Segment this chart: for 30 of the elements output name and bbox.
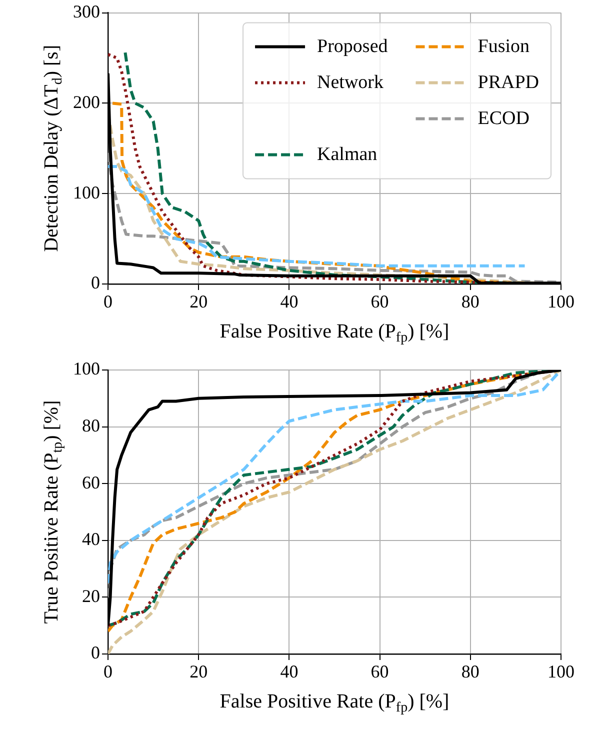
- y-axis-title: True Positive Rate (Ptp) [%]: [40, 400, 66, 624]
- x-tick-label: 40: [280, 292, 298, 312]
- x-tick-label: 20: [190, 662, 208, 682]
- y-axis-title: Detection Delay (ΔTd) [s]: [40, 44, 66, 252]
- y-tick-label: 20: [82, 586, 100, 606]
- legend-label: PRAPD: [478, 72, 539, 93]
- y-tick-label: 40: [82, 529, 100, 550]
- x-tick-label: 0: [104, 662, 112, 682]
- y-tick-label: 100: [73, 358, 100, 379]
- y-tick-label: 0: [91, 642, 100, 663]
- x-tick-label: 80: [461, 292, 480, 312]
- y-tick-label: 80: [82, 416, 100, 436]
- legend-label: ECOD: [478, 108, 530, 129]
- x-tick-label: 100: [548, 292, 574, 312]
- legend-label: Fusion: [478, 36, 530, 57]
- legend-label: Kalman: [317, 144, 378, 165]
- x-tick-label: 0: [104, 292, 112, 312]
- x-tick-label: 60: [370, 292, 389, 312]
- y-tick-label: 200: [73, 92, 100, 112]
- x-tick-label: 100: [548, 662, 574, 682]
- x-tick-label: 80: [461, 662, 480, 682]
- y-tick-label: 60: [82, 472, 100, 492]
- x-tick-label: 20: [190, 292, 208, 312]
- legend-label: Network: [317, 72, 384, 93]
- legend-label: Proposed: [317, 36, 388, 57]
- y-tick-label: 0: [91, 272, 100, 293]
- x-tick-label: 60: [370, 662, 389, 682]
- x-tick-label: 40: [280, 662, 298, 682]
- y-tick-label: 300: [73, 2, 100, 22]
- y-tick-label: 100: [73, 182, 100, 202]
